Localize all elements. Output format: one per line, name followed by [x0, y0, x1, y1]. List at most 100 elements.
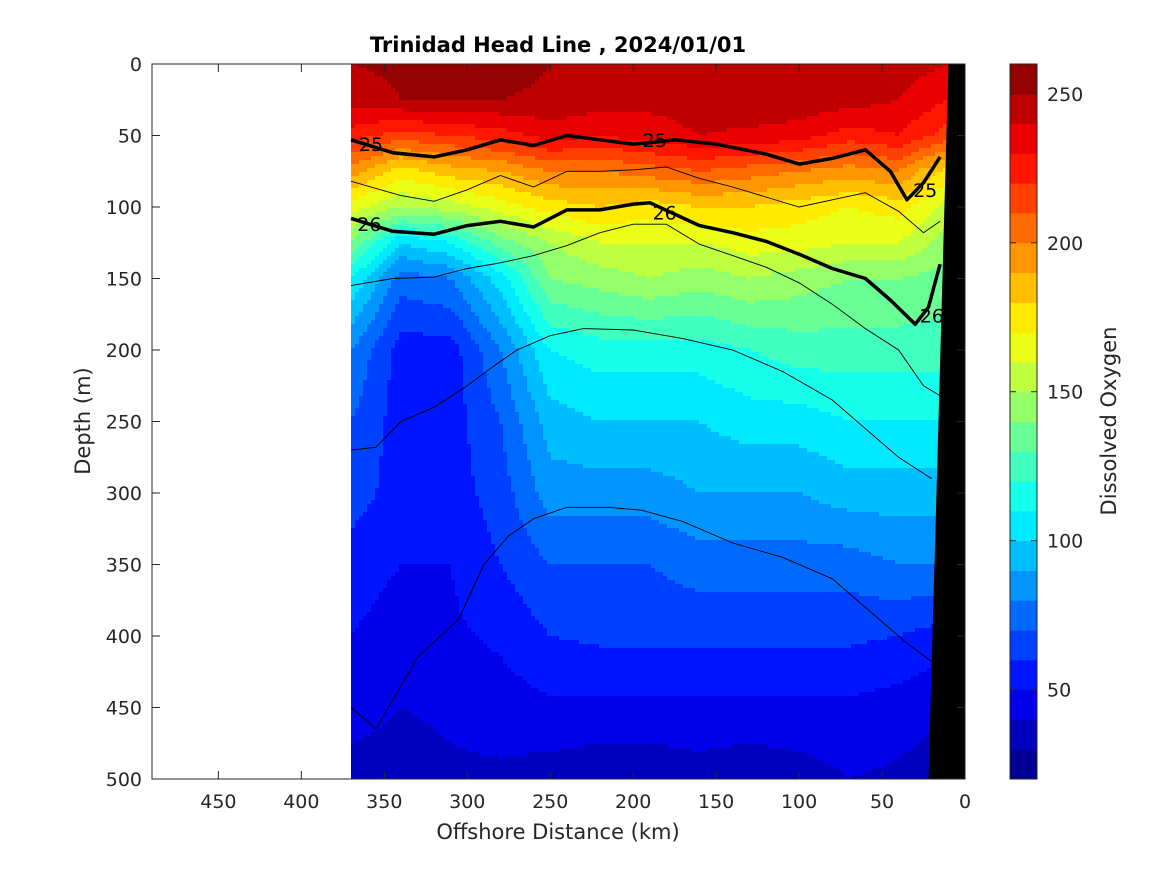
- field-cell: [647, 64, 652, 69]
- field-cell: [775, 68, 780, 73]
- field-cell: [751, 76, 756, 81]
- field-cell: [639, 68, 644, 73]
- field-cell: [579, 72, 584, 77]
- field-cell: [363, 80, 368, 85]
- field-cell: [659, 64, 664, 69]
- field-cell: [607, 76, 612, 81]
- field-cell: [875, 64, 880, 69]
- field-cell: [359, 72, 364, 77]
- field-cell: [803, 68, 808, 73]
- field-cell: [743, 80, 748, 85]
- field-cell: [359, 76, 364, 81]
- field-cell: [551, 72, 556, 77]
- field-cell: [355, 76, 360, 81]
- field-cell: [863, 64, 868, 69]
- field-cell: [575, 64, 580, 69]
- field-cell: [731, 80, 736, 85]
- field-cell: [571, 72, 576, 77]
- field-cell: [487, 76, 492, 81]
- field-cell: [927, 80, 932, 85]
- field-cell: [931, 80, 936, 85]
- field-cell: [499, 68, 504, 73]
- field-cell: [587, 68, 592, 73]
- field-cell: [383, 80, 388, 85]
- field-cell: [791, 72, 796, 77]
- field-cell: [395, 68, 400, 73]
- field-cell: [479, 64, 484, 69]
- field-cell: [851, 80, 856, 85]
- field-cell: [847, 72, 852, 77]
- field-cell: [535, 80, 540, 85]
- field-cell: [495, 80, 500, 85]
- field-cell: [847, 80, 852, 85]
- field-cell: [787, 80, 792, 85]
- field-cell: [383, 68, 388, 73]
- field-cell: [819, 64, 824, 69]
- field-cell: [851, 68, 856, 73]
- field-cell: [731, 64, 736, 69]
- field-cell: [483, 80, 488, 85]
- field-cell: [667, 68, 672, 73]
- field-cell: [535, 68, 540, 73]
- field-cell: [691, 68, 696, 73]
- field-cell: [891, 72, 896, 77]
- field-cell: [475, 64, 480, 69]
- field-cell: [451, 80, 456, 85]
- field-cell: [559, 68, 564, 73]
- field-cell: [371, 72, 376, 77]
- field-cell: [799, 68, 804, 73]
- field-cell: [759, 76, 764, 81]
- field-cell: [471, 80, 476, 85]
- field-cell: [491, 72, 496, 77]
- field-cell: [587, 80, 592, 85]
- field-cell: [735, 68, 740, 73]
- field-cell: [475, 68, 480, 73]
- field-cell: [519, 68, 524, 73]
- field-cell: [859, 80, 864, 85]
- field-cell: [355, 64, 360, 69]
- field-cell: [763, 64, 768, 69]
- field-cell: [563, 72, 568, 77]
- field-cell: [467, 84, 472, 89]
- field-cell: [811, 68, 816, 73]
- field-cell: [511, 68, 516, 73]
- field-cell: [919, 72, 924, 77]
- field-cell: [891, 80, 896, 85]
- field-cell: [499, 72, 504, 77]
- field-cell: [511, 72, 516, 77]
- field-cell: [691, 64, 696, 69]
- field-cell: [919, 76, 924, 81]
- field-cell: [599, 76, 604, 81]
- field-cell: [879, 76, 884, 81]
- field-cell: [895, 64, 900, 69]
- oxygen-field: [351, 64, 952, 781]
- field-cell: [755, 80, 760, 85]
- field-cell: [531, 80, 536, 85]
- field-cell: [567, 76, 572, 81]
- field-cell: [451, 68, 456, 73]
- field-cell: [771, 72, 776, 77]
- field-cell: [535, 72, 540, 77]
- field-cell: [515, 64, 520, 69]
- field-cell: [887, 80, 892, 85]
- field-cell: [551, 84, 556, 89]
- field-cell: [559, 80, 564, 85]
- field-cell: [671, 72, 676, 77]
- field-cell: [491, 84, 496, 89]
- field-cell: [767, 72, 772, 77]
- field-cell: [435, 64, 440, 69]
- field-cell: [867, 72, 872, 77]
- field-cell: [663, 72, 668, 77]
- field-cell: [655, 76, 660, 81]
- field-cell: [619, 80, 624, 85]
- field-cell: [479, 76, 484, 81]
- field-cell: [687, 72, 692, 77]
- field-cell: [607, 84, 612, 89]
- field-cell: [527, 80, 532, 85]
- field-cell: [639, 80, 644, 85]
- field-cell: [703, 68, 708, 73]
- field-cell: [507, 68, 512, 73]
- field-cell: [935, 68, 940, 73]
- field-cell: [491, 80, 496, 85]
- field-cell: [615, 80, 620, 85]
